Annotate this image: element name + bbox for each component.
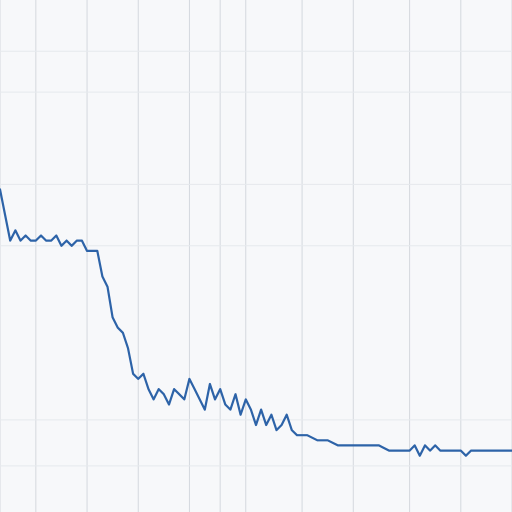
series-line xyxy=(0,188,512,457)
